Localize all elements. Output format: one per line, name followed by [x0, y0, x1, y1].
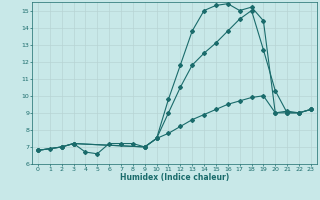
X-axis label: Humidex (Indice chaleur): Humidex (Indice chaleur) — [120, 173, 229, 182]
